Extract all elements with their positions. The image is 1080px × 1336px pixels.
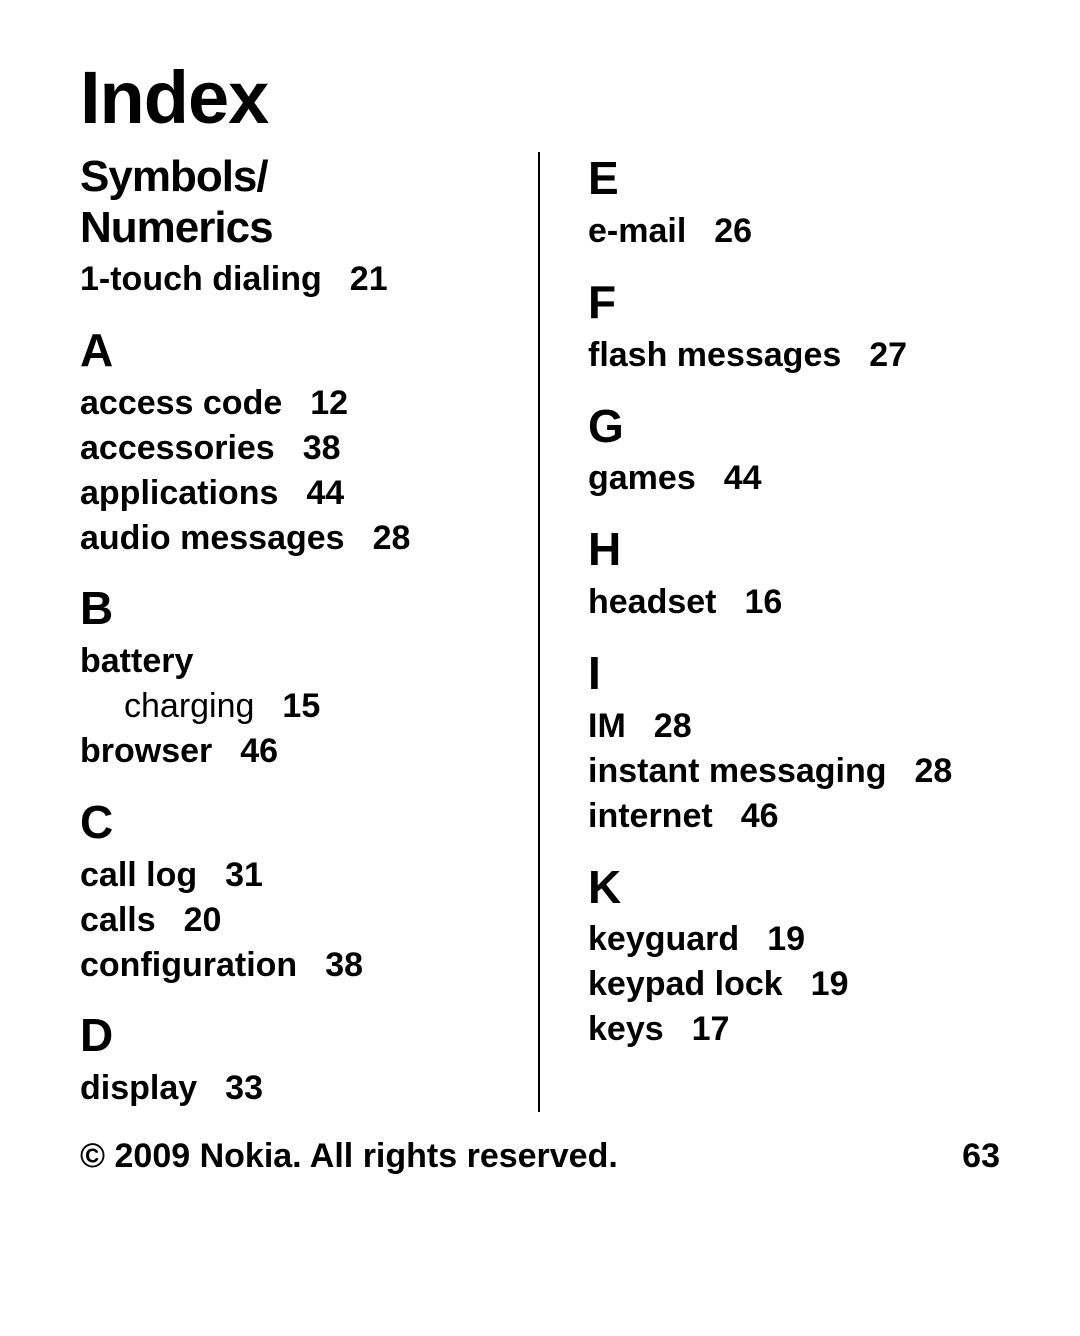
section-heading-label: H — [588, 523, 620, 575]
entry-label: 1-touch dialing — [80, 260, 322, 298]
index-entry: games 44 — [588, 456, 1000, 501]
index-entry: keypad lock 19 — [588, 962, 1000, 1007]
entry-page: 17 — [692, 1007, 730, 1052]
index-entry: display 33 — [80, 1066, 514, 1111]
entry-label: internet — [588, 797, 713, 835]
section-heading-d: D — [80, 1009, 514, 1062]
entry-label: e-mail — [588, 212, 686, 250]
page-footer: © 2009 Nokia. All rights reserved. 63 — [80, 1137, 1000, 1176]
index-entry: 1-touch dialing 21 — [80, 257, 514, 302]
index-page: Index Symbols/Numerics 1-touch dialing 21… — [0, 0, 1080, 1336]
section-heading-label: C — [80, 796, 112, 848]
section-heading-label: A — [80, 324, 112, 376]
entry-label: keys — [588, 1010, 664, 1048]
section-heading-label: B — [80, 582, 112, 634]
index-column-left: Symbols/Numerics 1-touch dialing 21 A acc… — [80, 152, 540, 1112]
entry-page: 27 — [869, 333, 907, 378]
section-heading-label: G — [588, 400, 623, 452]
index-entry: keys 17 — [588, 1007, 1000, 1052]
section-heading-label: I — [588, 647, 600, 699]
page-title: Index — [80, 55, 1000, 140]
entry-label: charging — [124, 687, 254, 725]
index-entry: accessories 38 — [80, 426, 514, 471]
index-entry: instant messaging 28 — [588, 749, 1000, 794]
entry-page: 44 — [724, 456, 762, 501]
entry-label: flash messages — [588, 336, 841, 374]
section-heading-b: B — [80, 582, 514, 635]
entry-page: 38 — [303, 426, 341, 471]
section-heading-k: K — [588, 861, 1000, 914]
page-number: 63 — [962, 1137, 1000, 1176]
index-entry: e-mail 26 — [588, 209, 1000, 254]
section-heading-e: E — [588, 152, 1000, 205]
entry-label: games — [588, 459, 696, 497]
entry-page: 46 — [741, 794, 779, 839]
entry-label: accessories — [80, 429, 275, 467]
section-heading-g: G — [588, 400, 1000, 453]
index-columns: Symbols/Numerics 1-touch dialing 21 A acc… — [80, 152, 1000, 1112]
entry-label: keyguard — [588, 920, 739, 958]
entry-page: 38 — [325, 943, 363, 988]
entry-page: 26 — [714, 209, 752, 254]
section-heading-label: Symbols/Numerics — [80, 152, 273, 252]
section-heading-label: D — [80, 1009, 112, 1061]
entry-page: 19 — [767, 917, 805, 962]
section-heading-c: C — [80, 796, 514, 849]
index-entry: applications 44 — [80, 471, 514, 516]
entry-page: 46 — [240, 729, 278, 774]
index-entry: headset 16 — [588, 580, 1000, 625]
index-entry: calls 20 — [80, 898, 514, 943]
section-heading-label: F — [588, 276, 615, 328]
entry-page: 31 — [225, 853, 263, 898]
entry-label: browser — [80, 732, 212, 770]
index-entry: IM 28 — [588, 704, 1000, 749]
index-entry: keyguard 19 — [588, 917, 1000, 962]
entry-page: 19 — [811, 962, 849, 1007]
section-heading-label: K — [588, 861, 620, 913]
entry-label: calls — [80, 901, 156, 939]
entry-page: 28 — [373, 516, 411, 561]
copyright-text: © 2009 Nokia. All rights reserved. — [80, 1137, 618, 1176]
entry-label: access code — [80, 384, 282, 422]
section-heading-i: I — [588, 647, 1000, 700]
index-entry: audio messages 28 — [80, 516, 514, 561]
index-entry: internet 46 — [588, 794, 1000, 839]
entry-page: 20 — [184, 898, 222, 943]
section-heading-label: E — [588, 152, 618, 204]
section-heading-a: A — [80, 324, 514, 377]
entry-label: applications — [80, 474, 278, 512]
section-heading-symbols: Symbols/Numerics — [80, 152, 514, 253]
entry-label: audio messages — [80, 519, 345, 557]
index-entry: configuration 38 — [80, 943, 514, 988]
index-entry: access code 12 — [80, 381, 514, 426]
index-entry: flash messages 27 — [588, 333, 1000, 378]
entry-page: 28 — [654, 704, 692, 749]
section-heading-h: H — [588, 523, 1000, 576]
entry-page: 12 — [310, 381, 348, 426]
entry-label: IM — [588, 707, 626, 745]
entry-label: display — [80, 1069, 197, 1107]
entry-page: 15 — [282, 684, 320, 729]
entry-label: battery — [80, 642, 193, 680]
entry-page: 16 — [745, 580, 783, 625]
entry-label: call log — [80, 856, 197, 894]
entry-page: 28 — [915, 749, 953, 794]
index-entry: browser 46 — [80, 729, 514, 774]
entry-label: configuration — [80, 946, 297, 984]
entry-page: 21 — [350, 257, 388, 302]
index-column-right: E e-mail26 F flash messages27 G games44 … — [540, 152, 1000, 1112]
index-entry: call log 31 — [80, 853, 514, 898]
entry-label: headset — [588, 583, 717, 621]
entry-label: keypad lock — [588, 965, 783, 1003]
index-subentry: charging 15 — [80, 684, 514, 729]
entry-label: instant messaging — [588, 752, 887, 790]
index-entry: battery — [80, 639, 514, 684]
section-heading-f: F — [588, 276, 1000, 329]
entry-page: 44 — [306, 471, 344, 516]
entry-page: 33 — [225, 1066, 263, 1111]
